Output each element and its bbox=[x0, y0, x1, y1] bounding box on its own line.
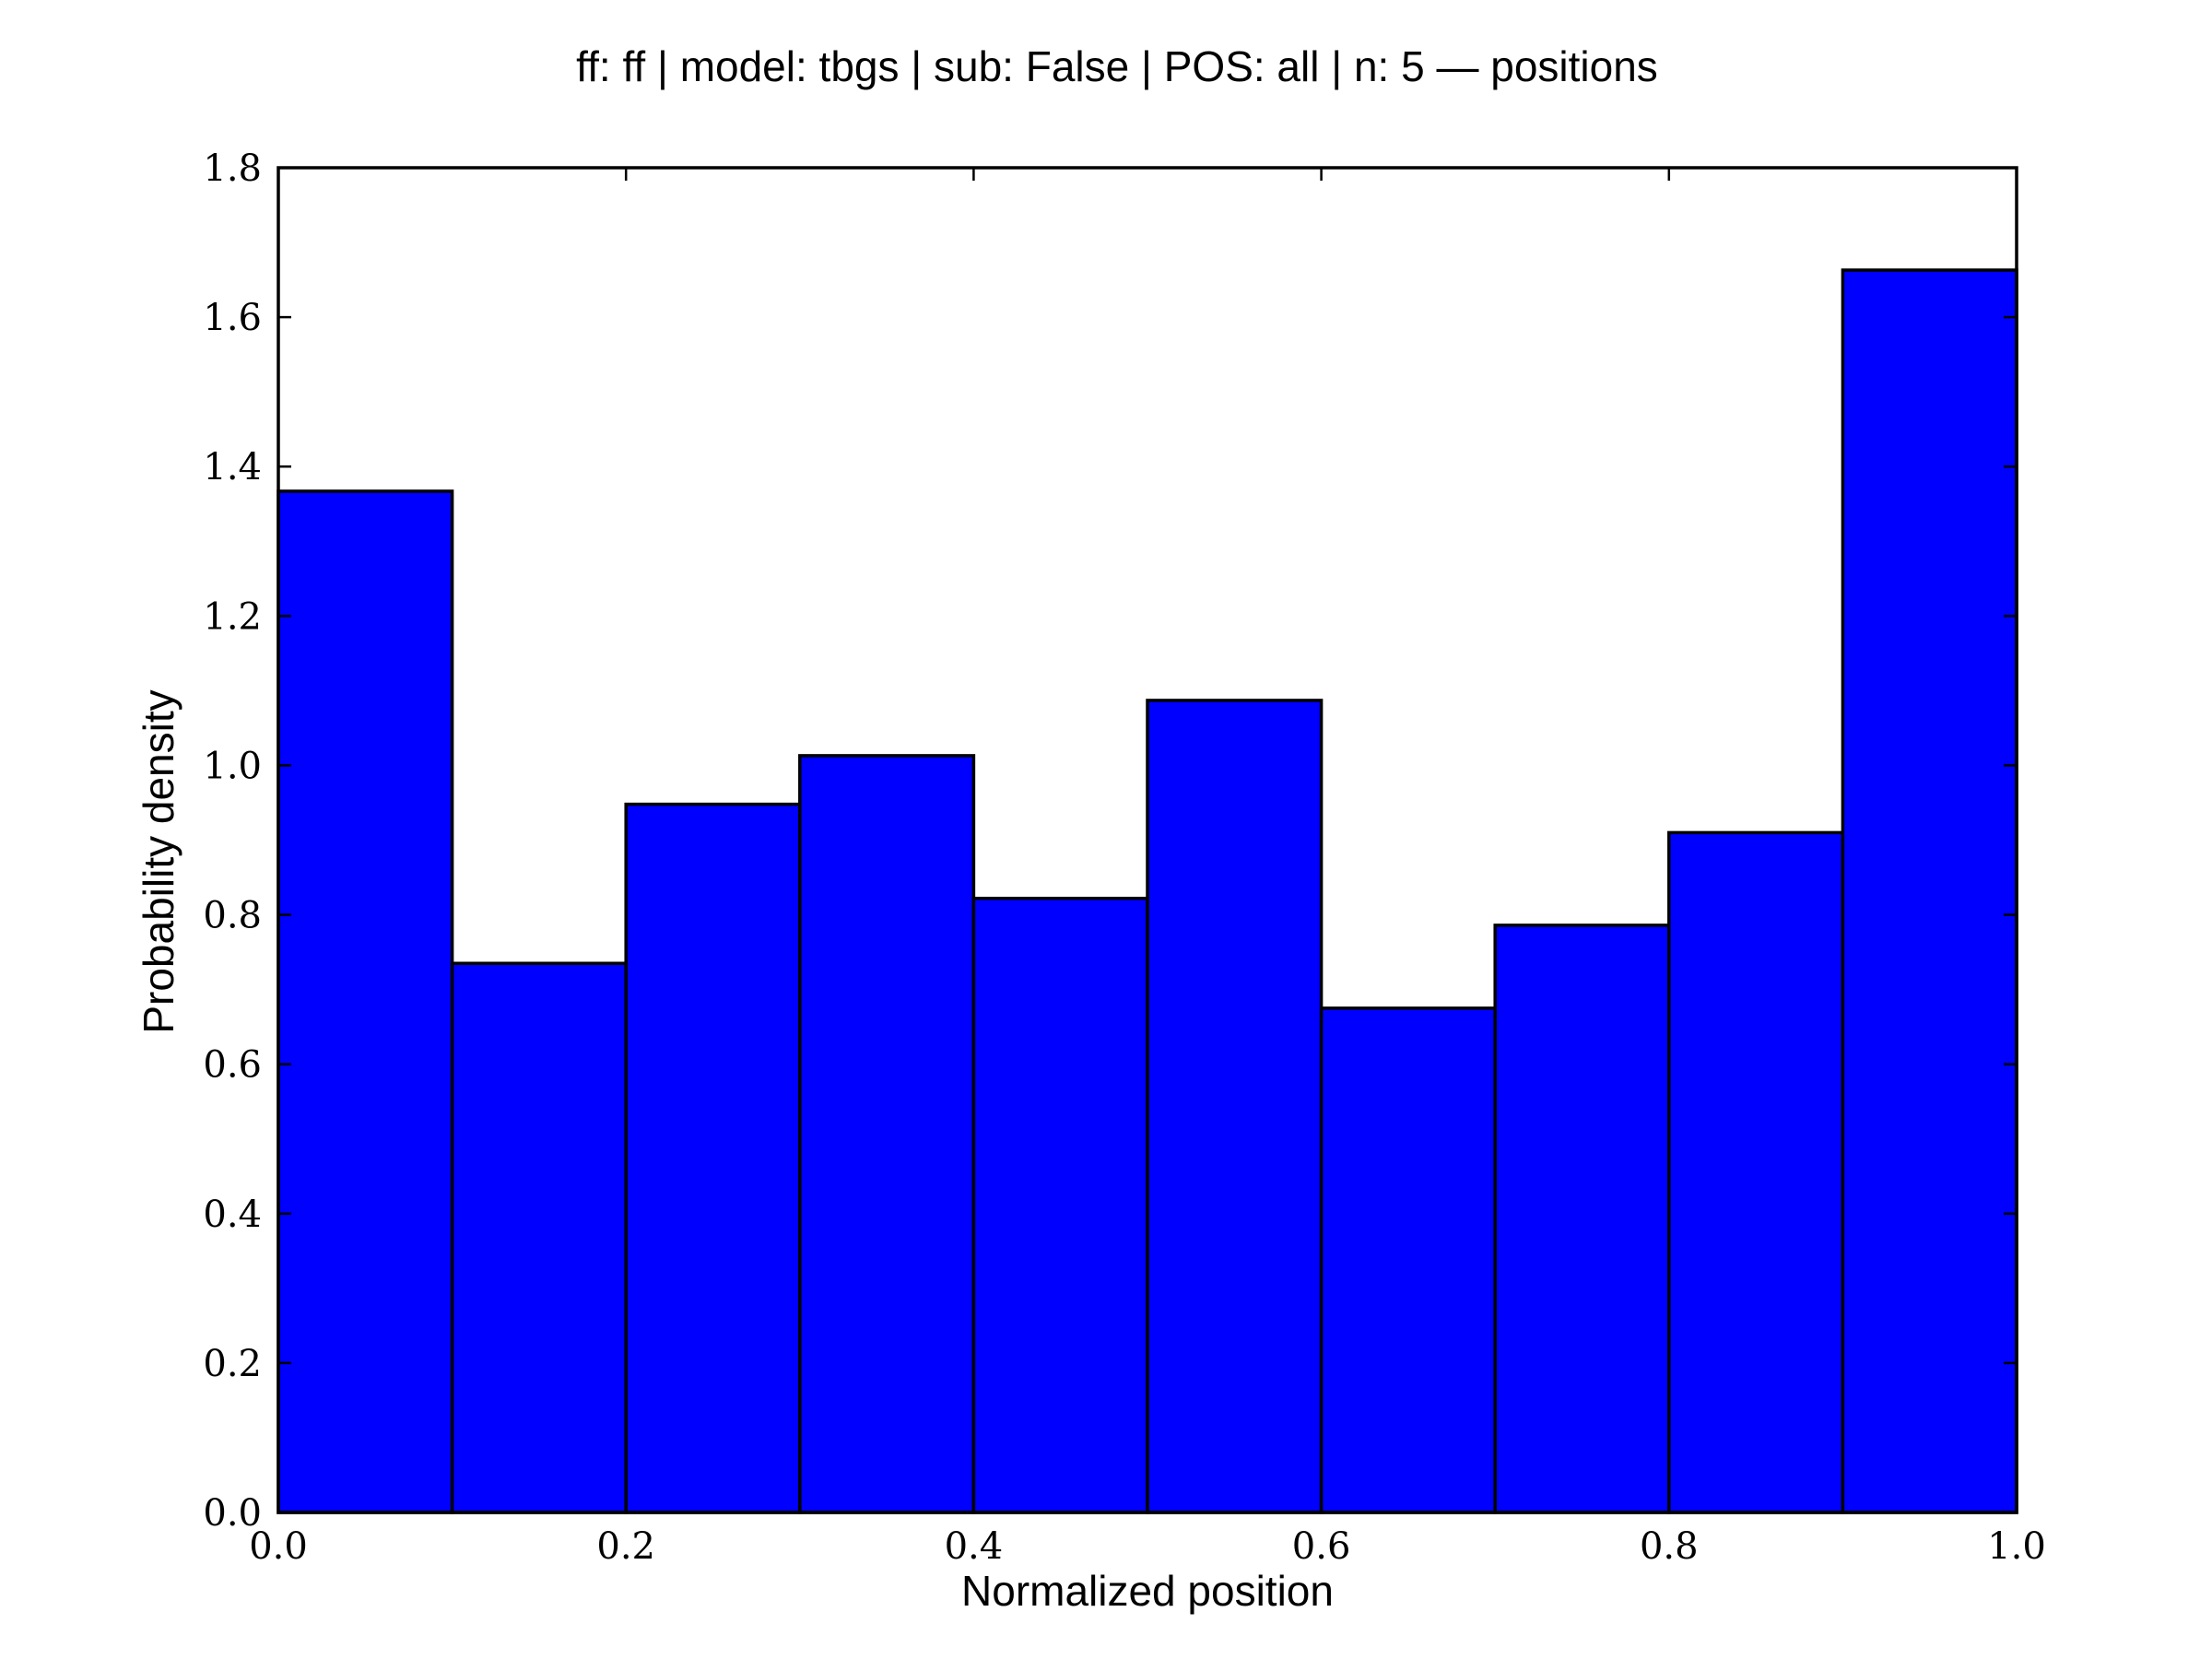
histogram-bar bbox=[971, 896, 1149, 1514]
y-tick-label: 0.6 bbox=[203, 1044, 262, 1087]
histogram-bar bbox=[1841, 268, 2018, 1514]
histogram-bar bbox=[1493, 924, 1671, 1514]
y-tick-label: 1.0 bbox=[203, 745, 262, 787]
y-tick-label: 1.8 bbox=[203, 147, 262, 190]
y-tick-label: 1.4 bbox=[203, 446, 262, 488]
y-axis-label: Probability density bbox=[135, 689, 182, 1033]
histogram-bar bbox=[276, 489, 454, 1514]
x-tick-label: 1.0 bbox=[1987, 1525, 2046, 1568]
histogram-bar bbox=[798, 754, 976, 1514]
y-tick-label: 1.2 bbox=[203, 595, 262, 638]
x-tick-label: 0.6 bbox=[1292, 1525, 1351, 1568]
y-tick-label: 0.2 bbox=[203, 1343, 262, 1385]
y-tick-label: 0.4 bbox=[203, 1194, 262, 1236]
tick-labels-group: 0.0 0.2 0.4 0.6 0.8 1.0 0.0 0.2 0.4 0.6 0.8 1.0 1.2 1… bbox=[203, 147, 2045, 1568]
y-tick-label: 1.6 bbox=[203, 297, 262, 339]
histogram-bar bbox=[450, 961, 628, 1514]
histogram-bar bbox=[1667, 830, 1845, 1514]
bars-group bbox=[276, 268, 2018, 1514]
y-tick-label: 0.8 bbox=[203, 895, 262, 937]
x-tick-label: 0.2 bbox=[596, 1525, 655, 1568]
plot-frame bbox=[276, 166, 2018, 1514]
x-tick-label: 0.8 bbox=[1640, 1525, 1699, 1568]
x-axis-label: Normalized position bbox=[961, 1567, 1334, 1615]
x-tick-label: 0.0 bbox=[249, 1525, 308, 1568]
y-tick-label: 0.0 bbox=[203, 1492, 262, 1535]
chart-title: ff: ff | model: tbgs | sub: False | POS:… bbox=[576, 42, 1658, 90]
histogram-bar bbox=[1146, 699, 1324, 1514]
x-tick-label: 0.4 bbox=[945, 1525, 1004, 1568]
histogram-bar bbox=[624, 802, 802, 1514]
histogram-bar bbox=[1319, 1006, 1497, 1514]
